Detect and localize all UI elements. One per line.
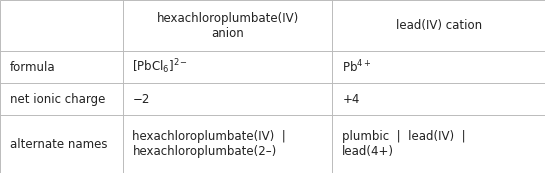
- Text: lead(IV) cation: lead(IV) cation: [396, 19, 482, 32]
- Text: hexachloroplumbate(IV)  |
hexachloroplumbate(2–): hexachloroplumbate(IV) | hexachloroplumb…: [132, 130, 286, 158]
- Text: plumbic  |  lead(IV)  |
lead(4+): plumbic | lead(IV) | lead(4+): [342, 130, 466, 158]
- Text: Pb$^{4+}$: Pb$^{4+}$: [342, 59, 372, 75]
- Text: alternate names: alternate names: [10, 138, 107, 151]
- Text: hexachloroplumbate(IV)
anion: hexachloroplumbate(IV) anion: [156, 12, 299, 39]
- Text: −2: −2: [132, 93, 150, 106]
- Text: net ionic charge: net ionic charge: [10, 93, 105, 106]
- Text: +4: +4: [342, 93, 360, 106]
- Text: [PbCl$_6$]$^{2-}$: [PbCl$_6$]$^{2-}$: [132, 58, 189, 76]
- Text: formula: formula: [10, 61, 56, 74]
